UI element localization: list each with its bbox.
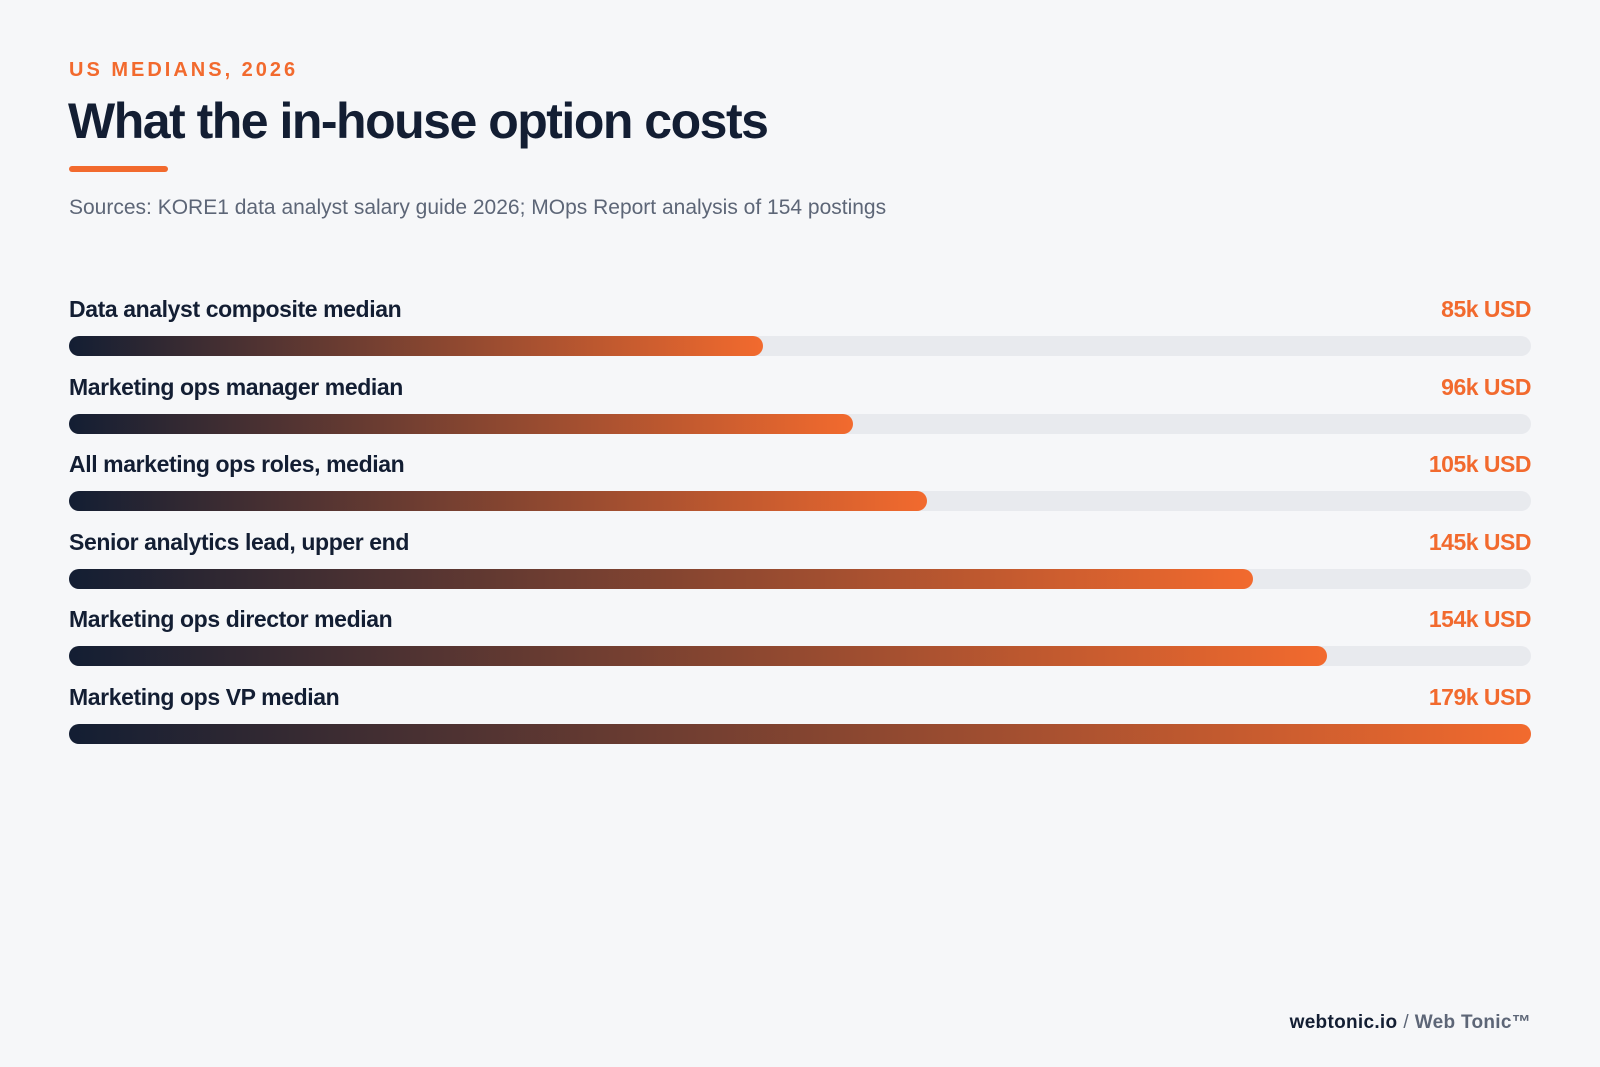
bar-value-label: 154k USD bbox=[1428, 606, 1532, 632]
bar bbox=[69, 413, 854, 434]
eyebrow: US MEDIANS, 2026 bbox=[69, 59, 299, 81]
bar-row: Marketing ops director median 154k USD bbox=[69, 606, 1532, 684]
bar-track bbox=[69, 646, 1531, 666]
bar-row: Senior analytics lead, upper end 145k USD bbox=[69, 528, 1532, 607]
bar-track bbox=[69, 413, 1531, 434]
bar-track bbox=[69, 723, 1531, 744]
sources-subtitle: Sources: KORE1 data analyst salary guide… bbox=[69, 196, 887, 219]
bar bbox=[69, 646, 1327, 666]
bar-chart: Data analyst composite median 85k USD Mark… bbox=[69, 296, 1532, 762]
bar-row: Marketing ops manager median 96k USD bbox=[69, 374, 1531, 452]
bar-label: Senior analytics lead, upper end bbox=[69, 528, 409, 555]
bar-row: Marketing ops VP median 179k USD bbox=[69, 683, 1532, 762]
bar-value-label: 145k USD bbox=[1428, 528, 1532, 555]
bar bbox=[69, 491, 927, 511]
bar-value-label: 85k USD bbox=[1441, 296, 1531, 322]
bar-row: Data analyst composite median 85k USD bbox=[69, 296, 1531, 374]
bar-label: All marketing ops roles, median bbox=[69, 451, 405, 477]
bar-value-label: 179k USD bbox=[1428, 683, 1532, 710]
bar bbox=[69, 568, 1254, 589]
bar bbox=[69, 336, 764, 356]
bar-track bbox=[69, 336, 1531, 356]
footer-site: webtonic.io bbox=[1289, 1012, 1398, 1033]
bar-row: All marketing ops roles, median 105k USD bbox=[69, 451, 1532, 529]
bar-value-label: 105k USD bbox=[1428, 451, 1532, 477]
bar-label: Data analyst composite median bbox=[69, 296, 402, 322]
bar-label: Marketing ops manager median bbox=[69, 373, 403, 400]
footer: webtonic.io / Web Tonic™ bbox=[1290, 1012, 1531, 1034]
title-underline bbox=[69, 166, 168, 172]
footer-brand: Web Tonic™ bbox=[1414, 1012, 1531, 1033]
page-title: What the in-house option costs bbox=[68, 93, 769, 149]
footer-separator: / bbox=[1403, 1012, 1409, 1033]
bar-track bbox=[69, 491, 1531, 511]
bar-label: Marketing ops director median bbox=[69, 606, 393, 632]
bar-label: Marketing ops VP median bbox=[69, 683, 340, 710]
bar-track bbox=[69, 568, 1531, 589]
bar bbox=[69, 723, 1531, 744]
bar-value-label: 96k USD bbox=[1441, 373, 1531, 400]
